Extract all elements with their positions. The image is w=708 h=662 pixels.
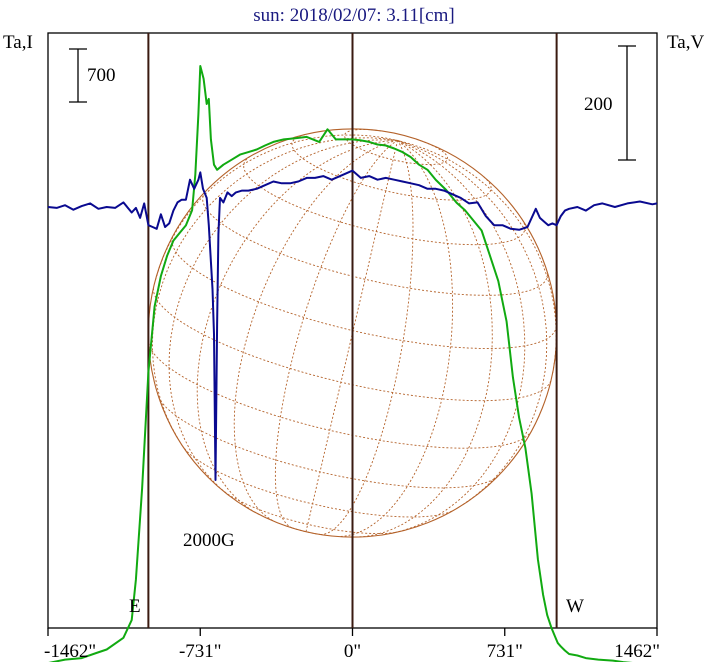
longitude-line	[390, 139, 526, 534]
longitude-line	[274, 140, 398, 529]
latitude-line	[291, 134, 492, 201]
longitude-line	[397, 139, 548, 506]
intensity-scale-label: 700	[87, 65, 116, 86]
reference-lines	[147, 33, 558, 628]
annotation-2000g: 2000G	[183, 530, 235, 551]
longitude-line	[196, 139, 398, 515]
series-line-polarization	[47, 169, 658, 481]
latitude-line	[171, 236, 557, 349]
latitude-line	[148, 342, 531, 449]
latitude-line	[158, 396, 498, 489]
x-tick-label: 731"	[487, 641, 523, 662]
east-marker: E	[129, 596, 141, 617]
longitude-line	[155, 134, 398, 280]
series-line-intensity	[48, 65, 633, 662]
chart-title: sun: 2018/02/07: 3.11[cm]	[253, 5, 454, 26]
x-tick-label: -1462"	[44, 641, 96, 662]
longitude-line	[233, 139, 398, 521]
x-tick-label: 1462"	[614, 641, 660, 662]
longitude-line	[320, 140, 414, 535]
left-axis-label: Ta,I	[3, 32, 33, 53]
longitude-line	[355, 140, 493, 538]
x-axis-ticks: -1462" -731" 0" 731" 1462"	[44, 628, 660, 662]
solar-disk-grid	[147, 128, 558, 538]
longitude-line	[340, 140, 454, 537]
west-marker: W	[566, 596, 584, 617]
longitude-line	[397, 139, 557, 373]
longitude-line	[151, 137, 398, 439]
longitude-line	[168, 139, 398, 496]
polarization-scale-label: 200	[584, 94, 613, 115]
latitude-line	[202, 191, 548, 296]
longitude-line	[305, 140, 399, 532]
scale-bars: 700 200	[69, 45, 636, 161]
latitude-line	[224, 491, 397, 535]
x-tick-label: -731"	[179, 641, 222, 662]
latitude-line	[291, 527, 321, 535]
latitude-line	[184, 448, 452, 518]
x-tick-label: 0"	[344, 641, 361, 662]
series-layer	[47, 65, 658, 662]
right-axis-label: Ta,V	[667, 32, 704, 53]
latitude-line	[344, 129, 449, 165]
